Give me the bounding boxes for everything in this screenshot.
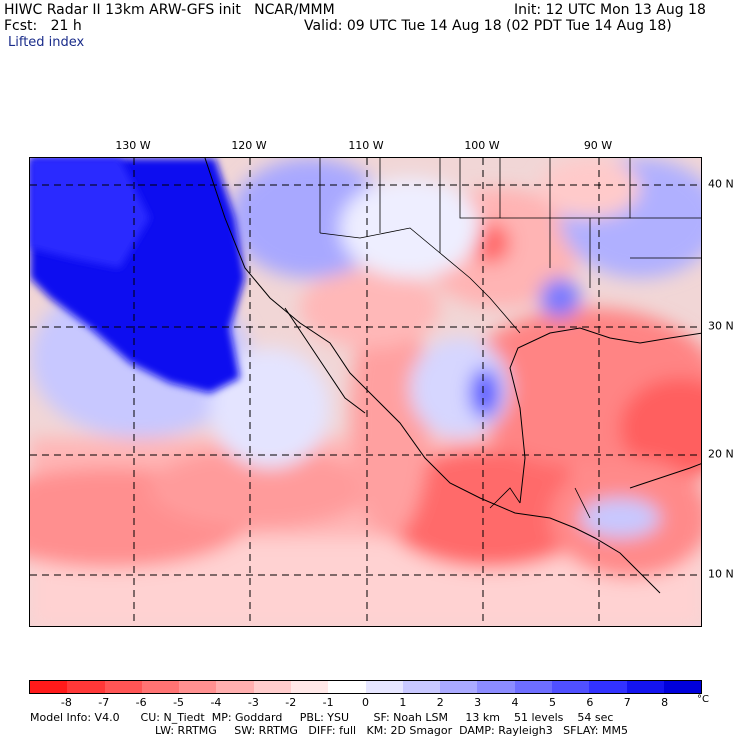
color-swatch (179, 681, 217, 693)
color-swatch (365, 681, 403, 693)
color-scale-tick-label: -3 (247, 696, 259, 709)
forecast-hour: Fcst: 21 h (4, 18, 82, 34)
lon-label-110w: 110 W (348, 139, 384, 152)
valid-time: Valid: 09 UTC Tue 14 Aug 18 (02 PDT Tue … (304, 18, 672, 34)
color-swatch (253, 681, 291, 693)
color-scale-bar (29, 680, 702, 694)
color-swatch (67, 681, 105, 693)
color-scale-tick-label: -2 (285, 696, 297, 709)
color-scale-tick-label: -4 (210, 696, 222, 709)
model-info-line2: LW: RRTMG SW: RRTMG DIFF: full KM: 2D Sm… (155, 724, 628, 737)
color-scale-tick-label: 7 (623, 696, 631, 709)
coastlines (204, 158, 701, 594)
lon-label-90w: 90 W (583, 139, 613, 152)
color-swatch (589, 681, 627, 693)
color-swatch (514, 681, 552, 693)
lat-label-20n: 20 N (708, 447, 734, 461)
color-swatch (402, 681, 441, 693)
color-swatch (290, 681, 329, 693)
color-scale-tick-label: 2 (436, 696, 444, 709)
color-scale-tick-label: 4 (511, 696, 519, 709)
lat-label-40n: 40 N (708, 177, 734, 191)
init-time: Init: 12 UTC Mon 13 Aug 18 (514, 2, 706, 18)
color-swatch (551, 681, 590, 693)
color-swatch (663, 681, 702, 693)
color-scale-tick-label: 1 (399, 696, 407, 709)
color-scale-tick-label: -8 (60, 696, 72, 709)
color-scale-tick-label: -1 (322, 696, 334, 709)
field-name: Lifted index (8, 35, 85, 50)
color-swatch (477, 681, 515, 693)
lat-label-30n: 30 N (708, 319, 734, 333)
color-scale-tick-label: -7 (98, 696, 110, 709)
political-borders (319, 158, 701, 519)
color-scale-tick-label: -6 (135, 696, 147, 709)
lon-label-100w: 100 W (464, 139, 500, 152)
color-swatch (328, 681, 366, 693)
color-scale-tick-label: 5 (548, 696, 556, 709)
color-swatch (440, 681, 478, 693)
color-swatch (626, 681, 664, 693)
color-scale-unit: °C (697, 694, 709, 705)
color-swatch (216, 681, 254, 693)
header-title: HIWC Radar II 13km ARW-GFS init NCAR/MMM (4, 2, 335, 18)
color-swatch (104, 681, 142, 693)
lifted-index-map (29, 157, 702, 627)
lon-label-130w: 130 W (115, 139, 151, 152)
color-scale-tick-label: 3 (474, 696, 482, 709)
lat-label-10n: 10 N (708, 567, 734, 581)
color-scale-tick-label: 0 (362, 696, 369, 709)
color-scale-tick-label: -5 (173, 696, 185, 709)
color-scale-tick-label: 6 (586, 696, 594, 709)
color-swatch (141, 681, 180, 693)
lon-label-120w: 120 W (231, 139, 267, 152)
color-swatch (30, 681, 68, 693)
model-info-line1: Model Info: V4.0 CU: N_Tiedt MP: Goddard… (30, 711, 614, 724)
graticule (30, 158, 701, 626)
color-scale-tick-label: 8 (661, 696, 669, 709)
